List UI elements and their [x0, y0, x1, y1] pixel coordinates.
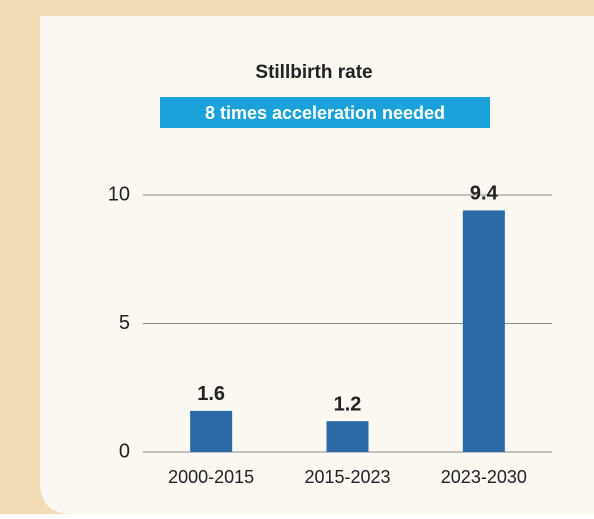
x-tick-label: 2015-2023	[304, 467, 390, 487]
y-tick-label: 10	[108, 183, 130, 205]
value-label: 1.2	[334, 393, 362, 415]
chart-subtitle: 8 times acceleration needed	[205, 103, 445, 123]
bar	[462, 210, 505, 452]
x-tick-label: 2023-2030	[441, 467, 527, 487]
bar	[190, 410, 233, 452]
chart-title: Stillbirth rate	[255, 62, 372, 83]
y-tick-label: 5	[119, 312, 130, 334]
bar	[326, 421, 369, 452]
x-tick-label: 2000-2015	[168, 467, 254, 487]
y-tick-label: 0	[119, 440, 130, 462]
value-label: 1.6	[197, 383, 225, 405]
value-label: 9.4	[470, 183, 499, 205]
card	[40, 16, 594, 514]
subtitle-box	[160, 97, 490, 128]
